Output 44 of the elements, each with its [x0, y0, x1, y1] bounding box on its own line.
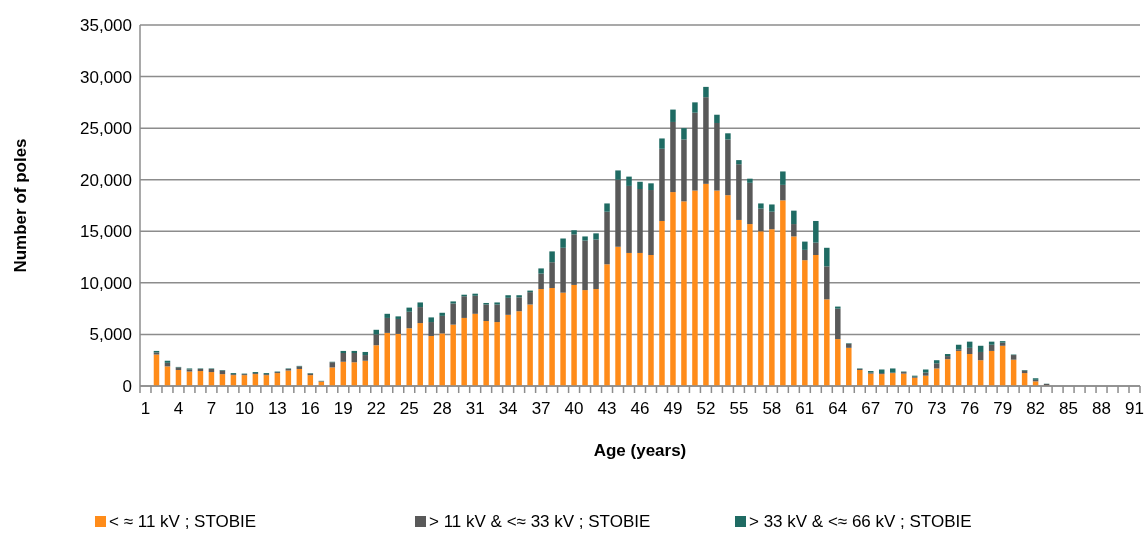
x-tick-label: 73	[927, 399, 947, 418]
x-tick-label: 34	[498, 399, 518, 418]
x-tick-label: 37	[531, 399, 551, 418]
x-tick-label: 70	[894, 399, 914, 418]
x-tick-label: 43	[597, 399, 617, 418]
x-tick-label: 64	[828, 399, 848, 418]
x-tick-label: 91	[1125, 399, 1144, 418]
y-tick-label: 5,000	[89, 325, 132, 345]
x-tick-label: 1	[140, 399, 151, 418]
x-tick-label: 7	[206, 399, 217, 418]
x-tick-label: 58	[762, 399, 782, 418]
x-tick-label: 55	[729, 399, 749, 418]
legend-label: > 33 kV & <≈ 66 kV ; STOBIE	[749, 512, 972, 531]
x-tick-label: 13	[267, 399, 287, 418]
x-tick-label: 16	[300, 399, 320, 418]
legend-label: < ≈ 11 kV ; STOBIE	[109, 512, 257, 531]
x-tick-label: 82	[1026, 399, 1046, 418]
x-tick-label: 40	[564, 399, 584, 418]
y-tick-label: 20,000	[80, 170, 132, 190]
legend-label: > 11 kV & <≈ 33 kV ; STOBIE	[429, 512, 651, 531]
x-tick-label: 4	[173, 399, 184, 418]
x-tick-label: 76	[960, 399, 980, 418]
x-axis-title: Age (years)	[593, 441, 687, 460]
y-tick-label: 0	[122, 376, 132, 396]
y-tick-label: 35,000	[80, 15, 132, 35]
x-tick-label: 79	[993, 399, 1013, 418]
x-tick-label: 52	[696, 399, 716, 418]
y-tick-label: 15,000	[80, 222, 132, 242]
y-tick-label: 25,000	[80, 119, 132, 139]
x-tick-label: 61	[795, 399, 815, 418]
x-tick-label: 10	[234, 399, 254, 418]
x-tick-label: 25	[399, 399, 419, 418]
x-tick-label: 67	[861, 399, 881, 418]
y-tick-label: 10,000	[80, 273, 132, 293]
x-tick-label: 49	[663, 399, 683, 418]
y-tick-label: 30,000	[80, 67, 132, 87]
x-tick-label: 31	[465, 399, 485, 418]
x-tick-label: 46	[630, 399, 650, 418]
x-tick-label: 22	[366, 399, 386, 418]
x-tick-label: 28	[432, 399, 452, 418]
x-tick-label: 85	[1059, 399, 1079, 418]
y-axis-title: Number of poles	[11, 138, 30, 273]
x-tick-label: 88	[1092, 399, 1111, 418]
x-tick-label: 19	[333, 399, 353, 418]
